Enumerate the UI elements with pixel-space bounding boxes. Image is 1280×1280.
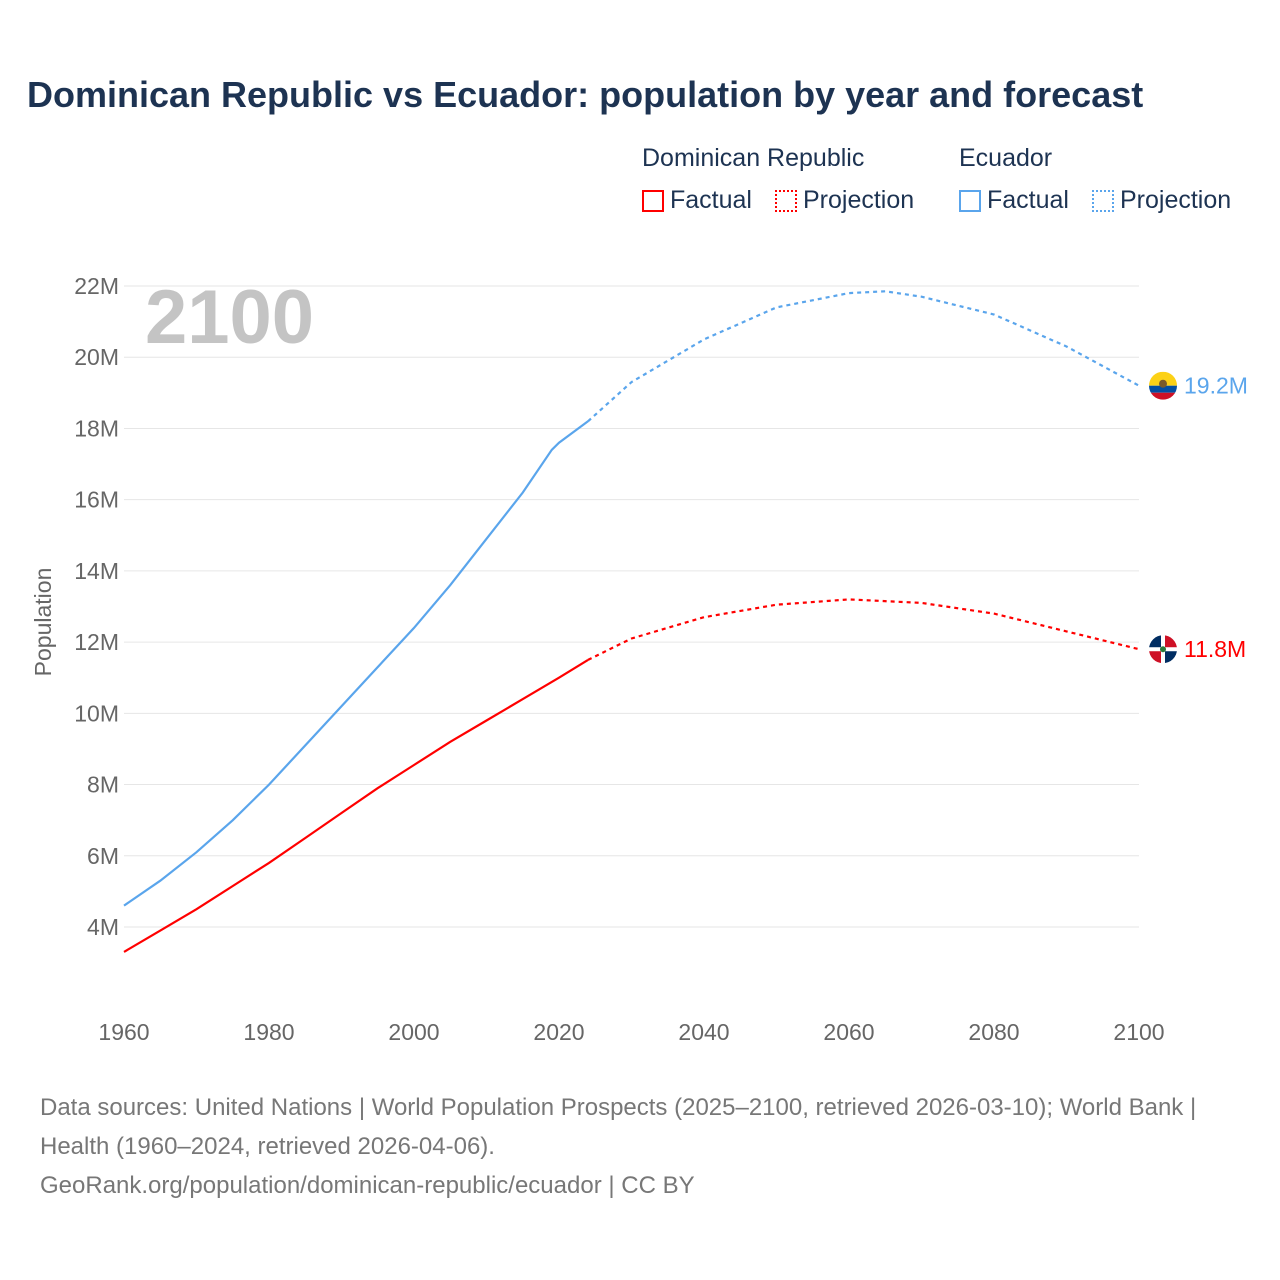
x-tick-label: 1960 — [98, 1019, 149, 1045]
x-tick-label: 2000 — [388, 1019, 439, 1045]
y-axis-label: Population — [30, 568, 56, 677]
flag-dominican-republic-icon — [1149, 635, 1177, 664]
footer-credit: GeoRank.org/population/dominican-republi… — [40, 1172, 695, 1199]
y-tick-label: 18M — [74, 415, 119, 441]
y-tick-label: 10M — [74, 700, 119, 726]
line-ecuador-projection — [587, 290, 1140, 423]
line-dominican-republic-factual — [123, 658, 589, 953]
legend-label: Factual — [670, 186, 752, 214]
legend-label: Factual — [987, 186, 1069, 214]
legend-swatch-solid — [642, 189, 664, 212]
line-dominican-republic-projection — [587, 598, 1140, 661]
legend-swatch-solid — [959, 189, 981, 212]
y-tick-label: 14M — [74, 558, 119, 584]
legend-label: Projection — [803, 186, 915, 214]
year-watermark: 2100 — [145, 275, 314, 360]
legend-dr-factual[interactable]: Factual — [642, 186, 752, 215]
footer-sources: Data sources: United Nations | World Pop… — [40, 1094, 1197, 1160]
legend-swatch-dotted — [1092, 189, 1114, 212]
legend-ec-projection[interactable]: Projection — [1092, 186, 1231, 215]
x-tick-label: 2060 — [823, 1019, 874, 1045]
line-ecuador-factual — [123, 420, 589, 907]
footer: Data sources: United Nations | World Pop… — [40, 1088, 1240, 1205]
legend-dr-projection[interactable]: Projection — [775, 186, 914, 215]
legend-swatch-dotted — [775, 189, 797, 212]
y-tick-label: 8M — [87, 772, 119, 798]
y-tick-label: 20M — [74, 344, 119, 370]
y-tick-label: 12M — [74, 629, 119, 655]
legend-group-ecuador: Ecuador — [959, 144, 1053, 172]
end-label-ecuador: 19.2M — [1184, 373, 1248, 399]
x-tick-label: 2020 — [533, 1019, 584, 1045]
x-tick-label: 2100 — [1113, 1019, 1164, 1045]
legend-label: Projection — [1120, 186, 1232, 214]
y-tick-label: 22M — [74, 273, 119, 299]
end-label-dominican-republic: 11.8M — [1184, 636, 1246, 662]
legend-ec-factual[interactable]: Factual — [959, 186, 1069, 215]
flag-ecuador-icon — [1149, 371, 1177, 400]
x-tick-label: 2080 — [968, 1019, 1019, 1045]
y-tick-label: 6M — [87, 843, 119, 869]
x-tick-label: 2040 — [678, 1019, 729, 1045]
chart-title: Dominican Republic vs Ecuador: populatio… — [27, 74, 1144, 115]
legend-group-dominican-republic: Dominican Republic — [642, 144, 865, 172]
x-tick-label: 1980 — [243, 1019, 294, 1045]
y-tick-label: 16M — [74, 487, 119, 513]
y-tick-label: 4M — [87, 914, 119, 940]
